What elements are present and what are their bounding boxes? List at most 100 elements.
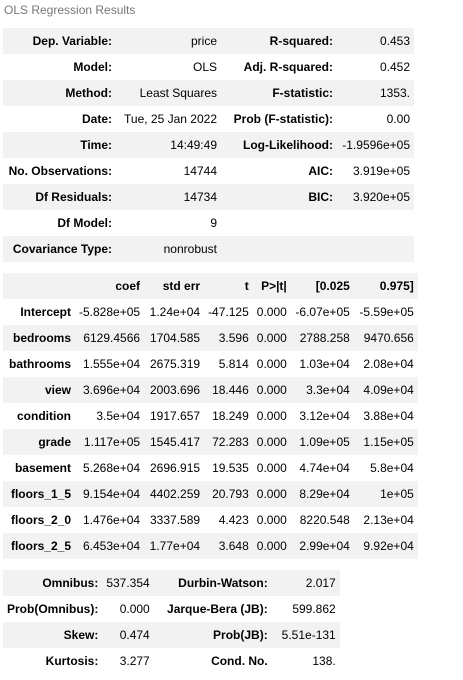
summary-row: Covariance Type: nonrobust: [3, 236, 414, 262]
coef-value: 9.92e+04: [353, 533, 418, 559]
coef-value: 4402.259: [144, 481, 205, 507]
coef-value: 1.09e+05: [290, 429, 354, 455]
coef-value: 3.648: [204, 533, 253, 559]
coef-value: -6.07e+05: [295, 305, 350, 319]
summary-label: Covariance Type:: [3, 236, 116, 262]
diagnostics-label: Kurtosis:: [45, 654, 99, 668]
coef-value: 2675.319: [150, 357, 201, 371]
summary-value: [337, 210, 414, 236]
coef-value: 0.000: [256, 409, 287, 423]
coef-variable: Intercept: [20, 305, 71, 319]
diagnostics-row: Omnibus: 537.354 Durbin-Watson: 2.017: [3, 570, 340, 596]
summary-label: F-statistic:: [221, 80, 337, 106]
summary-label: Model:: [73, 60, 112, 74]
coef-value: 5.814: [218, 357, 249, 371]
summary-label: Adj. R-squared:: [243, 60, 333, 74]
coef-value: 1545.417: [144, 429, 205, 455]
diagnostics-label: Skew:: [3, 622, 103, 648]
summary-row: Time: 14:49:49 Log-Likelihood: -1.9596e+05: [3, 132, 414, 158]
coef-value: 0.000: [256, 305, 287, 319]
coef-row: bathrooms 1.555e+04 2675.319 5.814 0.000 1.03…: [3, 351, 418, 377]
coef-value: 1917.657: [150, 409, 201, 423]
diagnostics-value: 0.474: [102, 622, 154, 648]
summary-label: [221, 210, 337, 236]
coef-value: 0.000: [252, 325, 291, 351]
diagnostics-value: 138.: [312, 654, 336, 668]
coef-row: grade 1.117e+05 1545.417 72.283 0.000 1.09e+0…: [3, 429, 418, 455]
coef-value: 8.29e+04: [290, 481, 354, 507]
coef-value: 1e+05: [353, 481, 418, 507]
summary-label: Method:: [3, 80, 116, 106]
summary-row: No. Observations: 14744 AIC: 3.919e+05: [3, 158, 414, 184]
coef-variable: bedrooms: [3, 325, 75, 351]
coef-row: Intercept -5.828e+05 1.24e+04 -47.125 0.000-…: [3, 299, 418, 325]
coef-value: 0.000: [252, 481, 291, 507]
summary-value: 14734: [116, 184, 221, 210]
coef-header-cell: P>|t|: [252, 273, 291, 299]
coef-value: 0.000: [256, 513, 287, 527]
coef-value: 6129.4566: [75, 325, 145, 351]
diagnostics-label: Omnibus:: [3, 570, 103, 596]
coef-value: 3.5e+04: [96, 409, 141, 423]
summary-value: 0.453: [337, 28, 414, 54]
coef-row: basement 5.268e+04 2696.915 19.535 0.000 4.74…: [3, 455, 418, 481]
summary-row: Date: Tue, 25 Jan 2022 Prob (F-statistic):…: [3, 106, 414, 132]
diagnostics-row: Prob(Omnibus): 0.000 Jarque-Bera (JB): 599.…: [3, 596, 340, 622]
diagnostics-row: Kurtosis: 3.277 Cond. No. 138.: [3, 648, 340, 674]
summary-value: 0.00: [386, 112, 410, 126]
summary-label: [221, 236, 337, 262]
coef-value: 3.12e+04: [299, 409, 350, 423]
coef-header-cell: t: [204, 273, 253, 299]
summary-row: Df Model: 9: [3, 210, 414, 236]
summary-label: No. Observations:: [8, 164, 112, 178]
coef-variable: condition: [17, 409, 71, 423]
coef-variable: floors_2_5: [3, 533, 75, 559]
summary-value: -1.9596e+05: [337, 132, 414, 158]
coef-value: -47.125: [208, 305, 249, 319]
diagnostics-label: Jarque-Bera (JB):: [167, 602, 268, 616]
coef-value: 8220.548: [299, 513, 350, 527]
diagnostics-value: 0.000: [119, 602, 150, 616]
coef-value: 0.000: [252, 533, 291, 559]
coef-header-cell: 0.975]: [353, 273, 418, 299]
summary-label: Date:: [81, 112, 112, 126]
coef-value: 9.154e+04: [75, 481, 145, 507]
coef-value: 4.09e+04: [353, 377, 418, 403]
summary-value: OLS: [192, 60, 217, 74]
summary-label: Df Model:: [57, 216, 112, 230]
coef-value: 2003.696: [144, 377, 205, 403]
coef-header-cell: std err: [144, 273, 205, 299]
coef-value: -5.59e+05: [359, 305, 414, 319]
coef-value: 1.15e+05: [353, 429, 418, 455]
diagnostics-table: Omnibus: 537.354 Durbin-Watson: 2.017 Prob(O…: [3, 570, 340, 674]
coef-value: 4.74e+04: [299, 461, 350, 475]
summary-row: Method: Least Squares F-statistic: 1353.: [3, 80, 414, 106]
coef-row: floors_2_5 6.453e+04 1.77e+04 3.648 0.000 2.9…: [3, 533, 418, 559]
table-caption: OLS Regression Results: [4, 3, 136, 17]
summary-value: 9: [210, 216, 217, 230]
coefficients-body: Intercept -5.828e+05 1.24e+04 -47.125 0.000-…: [3, 299, 418, 559]
diagnostics-value: 3.277: [119, 654, 150, 668]
coef-value: 1.03e+04: [299, 357, 350, 371]
diagnostics-value: 599.862: [292, 602, 336, 616]
coef-row: floors_1_5 9.154e+04 4402.259 20.793 0.000 8.…: [3, 481, 418, 507]
coef-value: 3.596: [204, 325, 253, 351]
summary-row: Df Residuals: 14734 BIC: 3.920e+05: [3, 184, 414, 210]
coef-value: 9470.656: [353, 325, 418, 351]
coef-value: 1.476e+04: [83, 513, 141, 527]
summary-label: Dep. Variable:: [3, 28, 116, 54]
diagnostics-value: 2.017: [271, 570, 340, 596]
coef-value: 2.99e+04: [290, 533, 354, 559]
coef-value: 18.249: [212, 409, 249, 423]
coef-value: 18.446: [204, 377, 253, 403]
summary-row: Dep. Variable: price R-squared: 0.453: [3, 28, 414, 54]
coef-value: 2.13e+04: [363, 513, 414, 527]
diagnostics-body: Omnibus: 537.354 Durbin-Watson: 2.017 Prob(O…: [3, 570, 340, 674]
summary-label: Df Residuals:: [3, 184, 116, 210]
diagnostics-label: Durbin-Watson:: [153, 570, 272, 596]
diagnostics-value: 537.354: [102, 570, 154, 596]
coef-value: 1.555e+04: [83, 357, 141, 371]
summary-label: Log-Likelihood:: [221, 132, 337, 158]
summary-value: 3.919e+05: [352, 164, 410, 178]
coef-value: 19.535: [212, 461, 249, 475]
